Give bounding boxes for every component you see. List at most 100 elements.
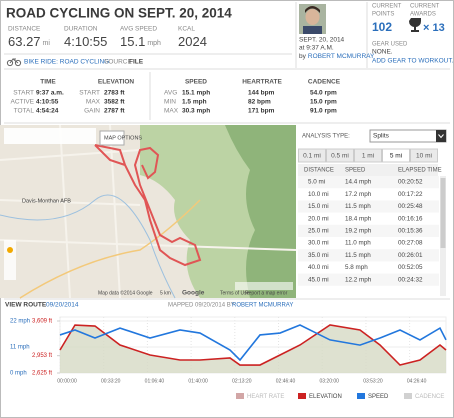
row-stripe xyxy=(298,224,439,237)
split-cell: 17.2 mph xyxy=(345,191,372,198)
gear-link[interactable]: ADD GEAR TO WORKOUT. xyxy=(372,58,454,65)
split-cell: 5.0 mi xyxy=(308,179,325,186)
elevation-area xyxy=(60,325,446,373)
split-tab-label[interactable]: 0.5 mi xyxy=(331,153,349,160)
summary-value: 3582 ft xyxy=(104,99,125,106)
stat-unit: mi xyxy=(43,40,51,47)
split-cell: 15.0 mi xyxy=(308,203,329,210)
split-cell: 11.5 mph xyxy=(345,203,371,210)
x-tick-label: 04:26:40 xyxy=(407,378,427,384)
mapped-label: MAPPED 09/20/2014 BY xyxy=(168,303,235,309)
source-value: FILE xyxy=(129,59,144,66)
stat-number: 4:10:55 xyxy=(64,34,107,49)
summary-heading: HEARTRATE xyxy=(242,79,282,86)
legend-swatch[interactable] xyxy=(298,393,306,399)
split-tab[interactable] xyxy=(298,148,326,163)
x-tick-label: 01:40:00 xyxy=(188,378,208,384)
legend-label[interactable]: SPEED xyxy=(368,394,389,400)
legend-label[interactable]: CADENCE xyxy=(415,394,444,400)
analysis-type[interactable]: Splits xyxy=(373,133,390,140)
summary-label: ACTIVE xyxy=(11,99,35,106)
points-label: CURRENT xyxy=(372,4,402,10)
row-stripe xyxy=(298,273,439,286)
map-logo: Google xyxy=(182,290,205,297)
y2-tick-label: 2,953 ft xyxy=(32,353,52,359)
stat-label: AVG SPEED xyxy=(120,26,157,33)
y2-tick-label: 2,625 ft xyxy=(32,371,52,377)
workout-date: SEPT. 20, 2014 xyxy=(299,37,345,44)
legend-label[interactable]: HEART RATE xyxy=(247,394,284,400)
summary-label: MAX xyxy=(164,108,179,115)
split-cell: 5.8 mph xyxy=(345,264,368,271)
map-options-button[interactable]: MAP OPTIONS xyxy=(104,135,142,141)
summary-value: 15.1 mph xyxy=(182,90,210,97)
points-value: 102 xyxy=(372,20,392,34)
split-tab-label[interactable]: 1 mi xyxy=(362,153,374,160)
split-cell: 45.0 mi xyxy=(308,276,329,283)
summary-value: 9:37 a.m. xyxy=(36,90,64,97)
summary-heading: ELEVATION xyxy=(98,79,135,86)
stat-value: 2024 xyxy=(178,34,207,49)
legend-swatch[interactable] xyxy=(357,393,365,399)
summary-label: MAX xyxy=(86,99,101,106)
split-cell: 40.0 mi xyxy=(308,264,329,271)
summary-value: 144 bpm xyxy=(248,90,275,97)
bike-icon xyxy=(6,58,22,67)
split-cell: 00:20:52 xyxy=(398,179,423,186)
stat-label: KCAL xyxy=(178,26,195,33)
row-stripe xyxy=(298,249,439,262)
split-tab[interactable] xyxy=(382,148,410,163)
map-report[interactable]: Report a map error xyxy=(245,290,288,296)
split-cell: 00:25:48 xyxy=(398,203,423,210)
gear-label: GEAR USED xyxy=(372,42,408,48)
split-tab[interactable] xyxy=(354,148,382,163)
split-tab-label[interactable]: 5 mi xyxy=(390,153,402,160)
split-tab-label[interactable]: 0.1 mi xyxy=(303,153,321,160)
y-tick-label: 11 mph xyxy=(10,345,30,351)
summary-label: GAIN xyxy=(84,108,100,115)
split-cell: 25.0 mi xyxy=(308,227,329,234)
row-stripe xyxy=(298,200,439,213)
summary-label: MIN xyxy=(164,99,176,106)
legend-swatch[interactable] xyxy=(404,393,412,399)
split-cell: 10.0 mi xyxy=(308,191,329,198)
split-cell: 00:16:16 xyxy=(398,215,423,222)
split-cell: 11.5 mph xyxy=(345,252,371,259)
split-cell: 00:52:05 xyxy=(398,264,423,271)
legend-label[interactable]: ELEVATION xyxy=(309,394,342,400)
x-tick-label: 03:53:20 xyxy=(363,378,383,384)
row-stripe xyxy=(298,176,439,189)
view-route-label: VIEW ROUTE xyxy=(5,302,47,309)
page-title: ROAD CYCLING ON SEPT. 20, 2014 xyxy=(6,6,232,21)
split-tab[interactable] xyxy=(410,148,438,163)
x-tick-label: 02:46:40 xyxy=(276,378,296,384)
stat-value: 15.1 mph xyxy=(120,34,161,49)
split-tab[interactable] xyxy=(326,148,354,163)
points-label: POINTS xyxy=(372,12,394,18)
split-cell: 11.0 mph xyxy=(345,240,371,247)
view-route-date[interactable]: 09/20/2014 xyxy=(46,302,79,309)
map-terms[interactable]: Terms of Use xyxy=(220,290,250,296)
analysis-label: ANALYSIS TYPE: xyxy=(302,134,350,140)
x-tick-label: 00:00:00 xyxy=(57,378,77,384)
split-cell: 00:27:08 xyxy=(398,240,423,247)
split-tab-label[interactable]: 10 mi xyxy=(416,153,432,160)
x-tick-label: 00:33:20 xyxy=(101,378,121,384)
split-cell: 00:17:22 xyxy=(398,191,423,198)
legend-swatch[interactable] xyxy=(236,393,244,399)
summary-value: 54.0 rpm xyxy=(310,90,337,97)
source-label: SOURCE xyxy=(104,59,132,66)
split-cell: 35.0 mi xyxy=(308,252,329,259)
split-cell: 14.4 mph xyxy=(345,179,372,186)
summary-value: 4:10:55 xyxy=(36,99,59,106)
avatar xyxy=(299,4,326,34)
summary-label: START xyxy=(13,90,34,97)
map xyxy=(0,124,297,299)
column-header: ELAPSED TIME xyxy=(398,168,442,174)
summary-value: 171 bpm xyxy=(248,108,275,115)
mapped-user[interactable]: ROBERT MCMURRAY xyxy=(232,303,293,309)
column-header: SPEED xyxy=(345,168,366,174)
activity-type[interactable]: BIKE RIDE: ROAD CYCLING xyxy=(24,59,109,66)
summary-value: 82 bpm xyxy=(248,99,271,106)
